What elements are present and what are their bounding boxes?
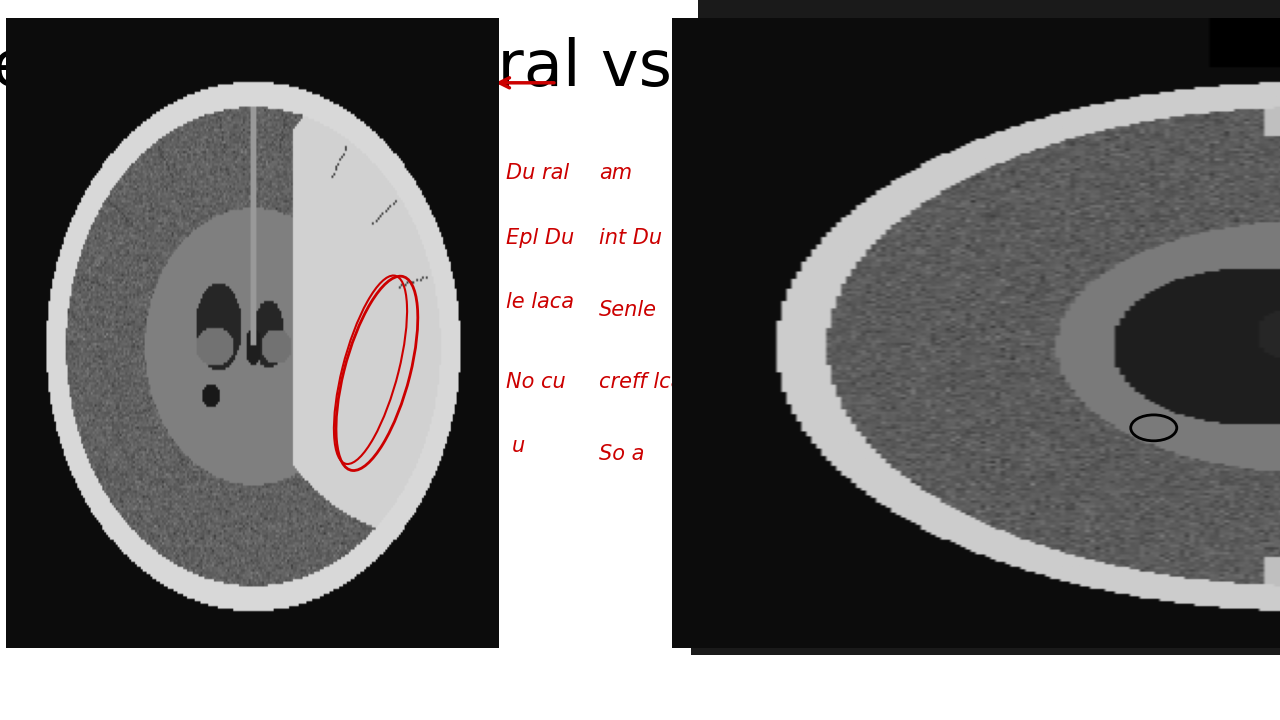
Bar (0, 655, 1280, 720)
Text: le laca: le laca (506, 292, 573, 312)
Text: No cu: No cu (506, 372, 566, 392)
Text: So a: So a (599, 444, 644, 464)
Text: am: am (599, 163, 632, 183)
Text: ↙: ↙ (1148, 421, 1158, 434)
Bar (0, 655, 1280, 720)
Bar (493, 90, 672, 648)
Text: creff lca: creff lca (599, 372, 684, 392)
Text: Epl Du: Epl Du (506, 228, 573, 248)
Text: Senle: Senle (599, 300, 657, 320)
Text: u: u (512, 436, 525, 456)
Text: int Du: int Du (599, 228, 662, 248)
Text: Hematoma Epidural vs Subdural: Hematoma Epidural vs Subdural (0, 37, 978, 99)
Bar (0, 0, 698, 90)
Bar (0, 0, 691, 655)
Text: Du ral: Du ral (506, 163, 568, 183)
